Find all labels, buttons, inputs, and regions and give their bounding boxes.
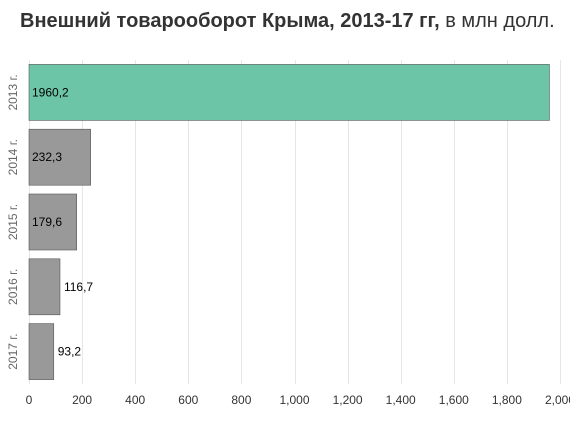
x-axis: 0 200 400 600 800 1,000 1,200 1,400 1,600 1,800 2,… <box>26 393 570 407</box>
bar-value-label: 1960,2 <box>32 85 69 99</box>
bar-value-label: 232,3 <box>32 150 62 164</box>
x-tick-label: 800 <box>231 393 251 407</box>
bar-value-label: 179,6 <box>32 215 62 229</box>
bar-value-label: 116,7 <box>64 280 93 294</box>
chart-title: Внешний товарооборот Крыма, 2013-17 гг, … <box>20 10 560 33</box>
x-tick-label: 1,400 <box>386 393 416 407</box>
chart-title-main: Внешний товарооборот Крыма, 2013-17 гг, <box>20 10 440 32</box>
bar <box>28 258 61 316</box>
x-tick-label: 1,600 <box>439 393 469 407</box>
y-category-label: 2017 г. <box>6 333 20 369</box>
x-tick-label: 1,200 <box>333 393 363 407</box>
y-category-label: 2013 г. <box>6 74 20 110</box>
x-tick-label: 600 <box>178 393 198 407</box>
x-tick-label: 0 <box>26 393 33 407</box>
x-tick-label: 2,000 <box>545 393 570 407</box>
y-category-label: 2016 г. <box>6 269 20 305</box>
x-tick-label: 1,800 <box>492 393 522 407</box>
x-tick-label: 1,000 <box>279 393 309 407</box>
x-tick-label: 200 <box>72 393 92 407</box>
y-axis: 2013 г. 2014 г. 2015 г. 2016 г. 2017 г. <box>6 74 20 369</box>
bar <box>28 323 55 380</box>
x-tick-label: 400 <box>125 393 145 407</box>
bar-value-label: 93,2 <box>58 345 82 359</box>
y-category-label: 2014 г. <box>6 139 20 175</box>
bars: 1960,2 232,3 179,6 116,7 93,2 <box>28 64 550 380</box>
bar <box>28 193 77 251</box>
y-category-label: 2015 г. <box>6 204 20 240</box>
chart-title-subtitle: в млн долл. <box>445 10 555 32</box>
bar <box>28 64 550 121</box>
bar <box>28 128 91 186</box>
